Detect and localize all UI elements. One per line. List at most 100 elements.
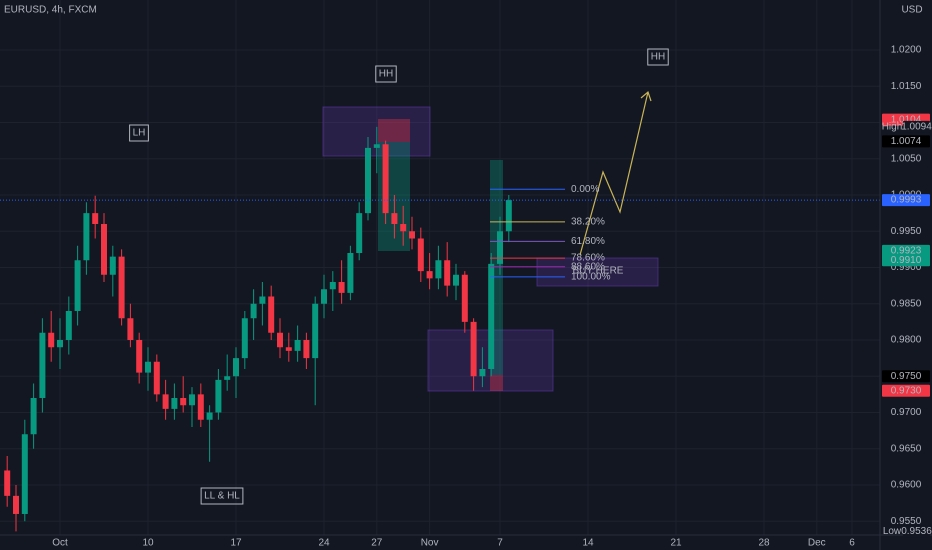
candle-body [57,339,63,348]
candle-body [497,231,503,264]
fib-label: 100.00% [571,272,611,283]
fib-label: 88.60% [571,261,605,272]
candle-body [453,274,459,286]
candle-body [409,231,415,239]
candle-body [109,256,116,275]
candle-body [92,213,99,225]
price-marker-tag: High [882,122,903,133]
candle-body [338,281,345,293]
annotation: LH [133,128,146,139]
candle-body [435,260,442,279]
annotation-box [129,124,149,142]
candle-body [65,310,72,340]
candle-body [470,321,477,377]
x-tick-label: Oct [52,538,68,549]
x-tick-label: 14 [582,538,594,549]
price-marker-label: 0.9910 [891,255,922,266]
candle-body [373,144,380,148]
projection-path [579,91,649,256]
y-tick-label: 0.9950 [891,226,922,237]
y-tick-label: 0.9900 [891,262,922,273]
candle-body [426,271,433,279]
annotation-box [200,487,244,505]
candle-body [118,256,125,319]
candle-body [444,260,451,286]
projection-arrow [640,90,652,102]
candle-body [329,281,336,290]
fib-label: 78.60% [571,253,605,264]
x-tick-label: Nov [421,538,439,549]
candle-body [30,397,37,435]
candle-body [83,213,90,261]
y-tick-label: 0.9700 [891,407,922,418]
candle-body [294,339,301,351]
buy-zone [536,257,659,287]
y-axis-label: USD [901,5,922,16]
candle-body [303,339,310,359]
candle-body [101,224,107,275]
price-marker-label: 0.9993 [891,195,922,206]
x-tick-label: 6 [849,538,855,549]
grid [0,0,880,535]
long-stop [490,375,503,391]
fib-label: 0.00% [571,184,599,195]
price-marker-label: 0.9750 [891,371,922,382]
candle-body [356,213,363,254]
candle-body [268,296,275,333]
y-tick-label: 0.9850 [891,298,922,309]
price-marker [882,384,930,397]
candle-body [277,332,283,348]
candle-body [224,376,231,380]
candle-body [215,379,222,413]
short-stop [378,119,410,142]
price-marker [882,135,930,148]
candle-body [136,339,143,373]
x-tick-label: 27 [371,538,383,549]
price-marker-tag: Low [883,526,902,537]
candle-body [21,434,28,514]
candle-body [4,470,11,496]
x-tick-label: 17 [230,538,242,549]
candle-body [488,263,495,369]
candle-body [171,397,178,409]
candle-body [417,238,424,272]
annotation-box [375,65,397,83]
price-marker [903,120,930,133]
plot: 0.00% 38.20% 61.80% 78.60%88.60%100.00% LH HH… [0,48,880,532]
x-tick-label: 28 [758,538,770,549]
price-marker-label: 1.0104 [891,114,922,125]
price-marker-label: 0.9923 [891,245,922,256]
candle-body [153,361,160,395]
candle-body [259,296,266,304]
y-tick-label: 1.0050 [891,153,922,164]
price-marker [903,525,930,538]
candle-body [162,394,169,409]
candle-body [400,224,407,232]
candle-body [479,368,486,377]
candle-body [13,495,19,514]
candle-body [39,332,46,398]
x-tick-label: 7 [497,538,503,549]
fib-label: 61.80% [571,236,605,247]
candle-body [48,332,55,348]
candle-body [145,361,151,373]
price-marker [882,194,930,207]
candle-body [197,394,204,420]
fib-label: 38.20% [571,216,605,227]
price-marker [882,254,930,267]
candle-body [321,289,327,304]
axis-labels: 0.9550 0.9600 0.9650 0.9700 0.9750 0.9800 0.98… [52,45,932,549]
annotation: HH [379,69,393,80]
x-tick-label: 21 [670,538,682,549]
candle-body [461,274,468,322]
x-tick-label: 10 [142,538,154,549]
y-tick-label: 0.9800 [891,335,922,346]
candle-body [250,303,257,319]
y-tick-label: 1.0150 [891,81,922,92]
candle-body [127,318,134,340]
x-tick-label: Dec [808,538,826,549]
price-marker-label: 1.0094 [901,122,932,133]
y-tick-label: 1.0200 [891,45,922,56]
candle-body [285,347,292,351]
